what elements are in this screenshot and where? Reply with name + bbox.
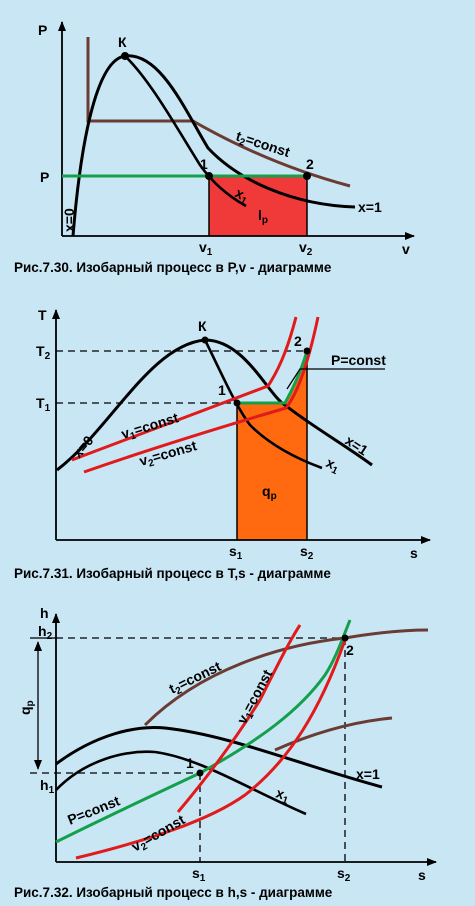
x1-saturation-label: x=1 (358, 199, 382, 215)
point-2-label-ts: 2 (294, 333, 302, 349)
s2-label-hs: s2 (337, 865, 351, 884)
t1-label: T1 (36, 395, 51, 414)
heat-area (237, 351, 307, 540)
s1-label-hs: s1 (192, 865, 206, 884)
isochore-v2-hs (75, 639, 347, 860)
saturation-curve-hs (55, 726, 383, 789)
point-2-marker-ts (303, 347, 311, 355)
figure-hs-diagram: h s h2 h1 qp t2=const v1=const v2=const … (14, 605, 437, 900)
dryness-curve-x1-ts (203, 339, 323, 470)
v1-const-label-hs: v1=const (234, 667, 279, 728)
pressure-label: P (40, 169, 49, 185)
p-const-leader (286, 368, 385, 390)
point-2-label-hs: 2 (346, 642, 354, 658)
point-1-marker-ts (233, 399, 241, 407)
saturation-curve-ts (56, 338, 373, 472)
work-area (209, 176, 307, 236)
v2-label: v2 (299, 239, 313, 258)
x1-label-ts: x1 (322, 454, 343, 477)
point-2-marker (303, 172, 311, 180)
isotherm-t2-hs (143, 628, 429, 727)
v1-label: v1 (199, 239, 213, 258)
isotherm-t2-label: t2=const (233, 128, 292, 163)
point-1-label-ts: 1 (218, 382, 226, 398)
s-axis-label-ts: s (410, 545, 418, 561)
isotherm-t2-label-hs: t2=const (166, 658, 225, 700)
saturation-curve (71, 54, 356, 237)
v2-const-label-hs: v2=const (129, 811, 190, 857)
isobar-line-ts (237, 350, 309, 405)
work-label: lp (258, 207, 268, 226)
p-const-label-ts: P=const (331, 352, 386, 368)
t-axis-label: T (38, 307, 47, 323)
h1-label: h1 (40, 777, 55, 796)
point-2-marker-hs (341, 634, 349, 642)
heat-label-hs: qp (17, 700, 36, 715)
x1-saturation-label-ts: x=1 (342, 432, 371, 458)
critical-point-label-ts: К (198, 318, 207, 334)
point-1-label: 1 (200, 156, 208, 172)
point-1-label-hs: 1 (186, 755, 194, 771)
critical-point-marker-ts (201, 336, 209, 344)
s-axis-label-hs: s (418, 867, 426, 883)
point-1-marker-hs (196, 769, 204, 777)
t2-label: T2 (36, 343, 51, 362)
fig3-caption: Рис.7.32. Изобарный процесс в h,s - диаг… (14, 885, 333, 900)
s2-label-ts: s2 (300, 543, 314, 562)
point-2-label: 2 (306, 156, 314, 172)
fig2-caption: Рис.7.31. Изобарный процесс в T,s - диаг… (14, 566, 331, 581)
dryness-curve-x1 (124, 55, 247, 208)
h-axis-label: h (40, 605, 49, 621)
figure-ts-diagram: T s К T2 T1 1 2 P=const v1=const v2=cons… (14, 307, 431, 581)
fig1-caption: Рис.7.30. Изобарный процесс в P,v - диаг… (14, 260, 332, 275)
isotherm-low-hs (274, 716, 393, 752)
x0-label: x=0 (61, 208, 77, 232)
v1-const-label-ts: v1=const (119, 409, 181, 444)
point-1-marker (205, 172, 213, 180)
h2-label: h2 (38, 623, 53, 642)
dryness-curve-x1-hs (55, 750, 307, 816)
figure-pv-diagram: P v К P 1 2 v1 v2 t2=const x1 x=0 x=1 lp… (14, 21, 415, 275)
v-axis-label: v (402, 241, 410, 257)
heat-label-ts: qp (262, 483, 277, 502)
critical-point-label: К (118, 34, 127, 50)
isochore-v1 (71, 316, 298, 462)
x1-saturation-label-hs: x=1 (356, 766, 380, 782)
x1-label-hs: x1 (273, 785, 292, 807)
p-axis-label: P (38, 22, 47, 38)
isochore-v1-hs (176, 624, 302, 813)
s1-label-ts: s1 (229, 543, 243, 562)
critical-point-marker (121, 52, 129, 60)
isobar-line-hs (55, 619, 352, 844)
isochore-v2 (83, 316, 320, 474)
